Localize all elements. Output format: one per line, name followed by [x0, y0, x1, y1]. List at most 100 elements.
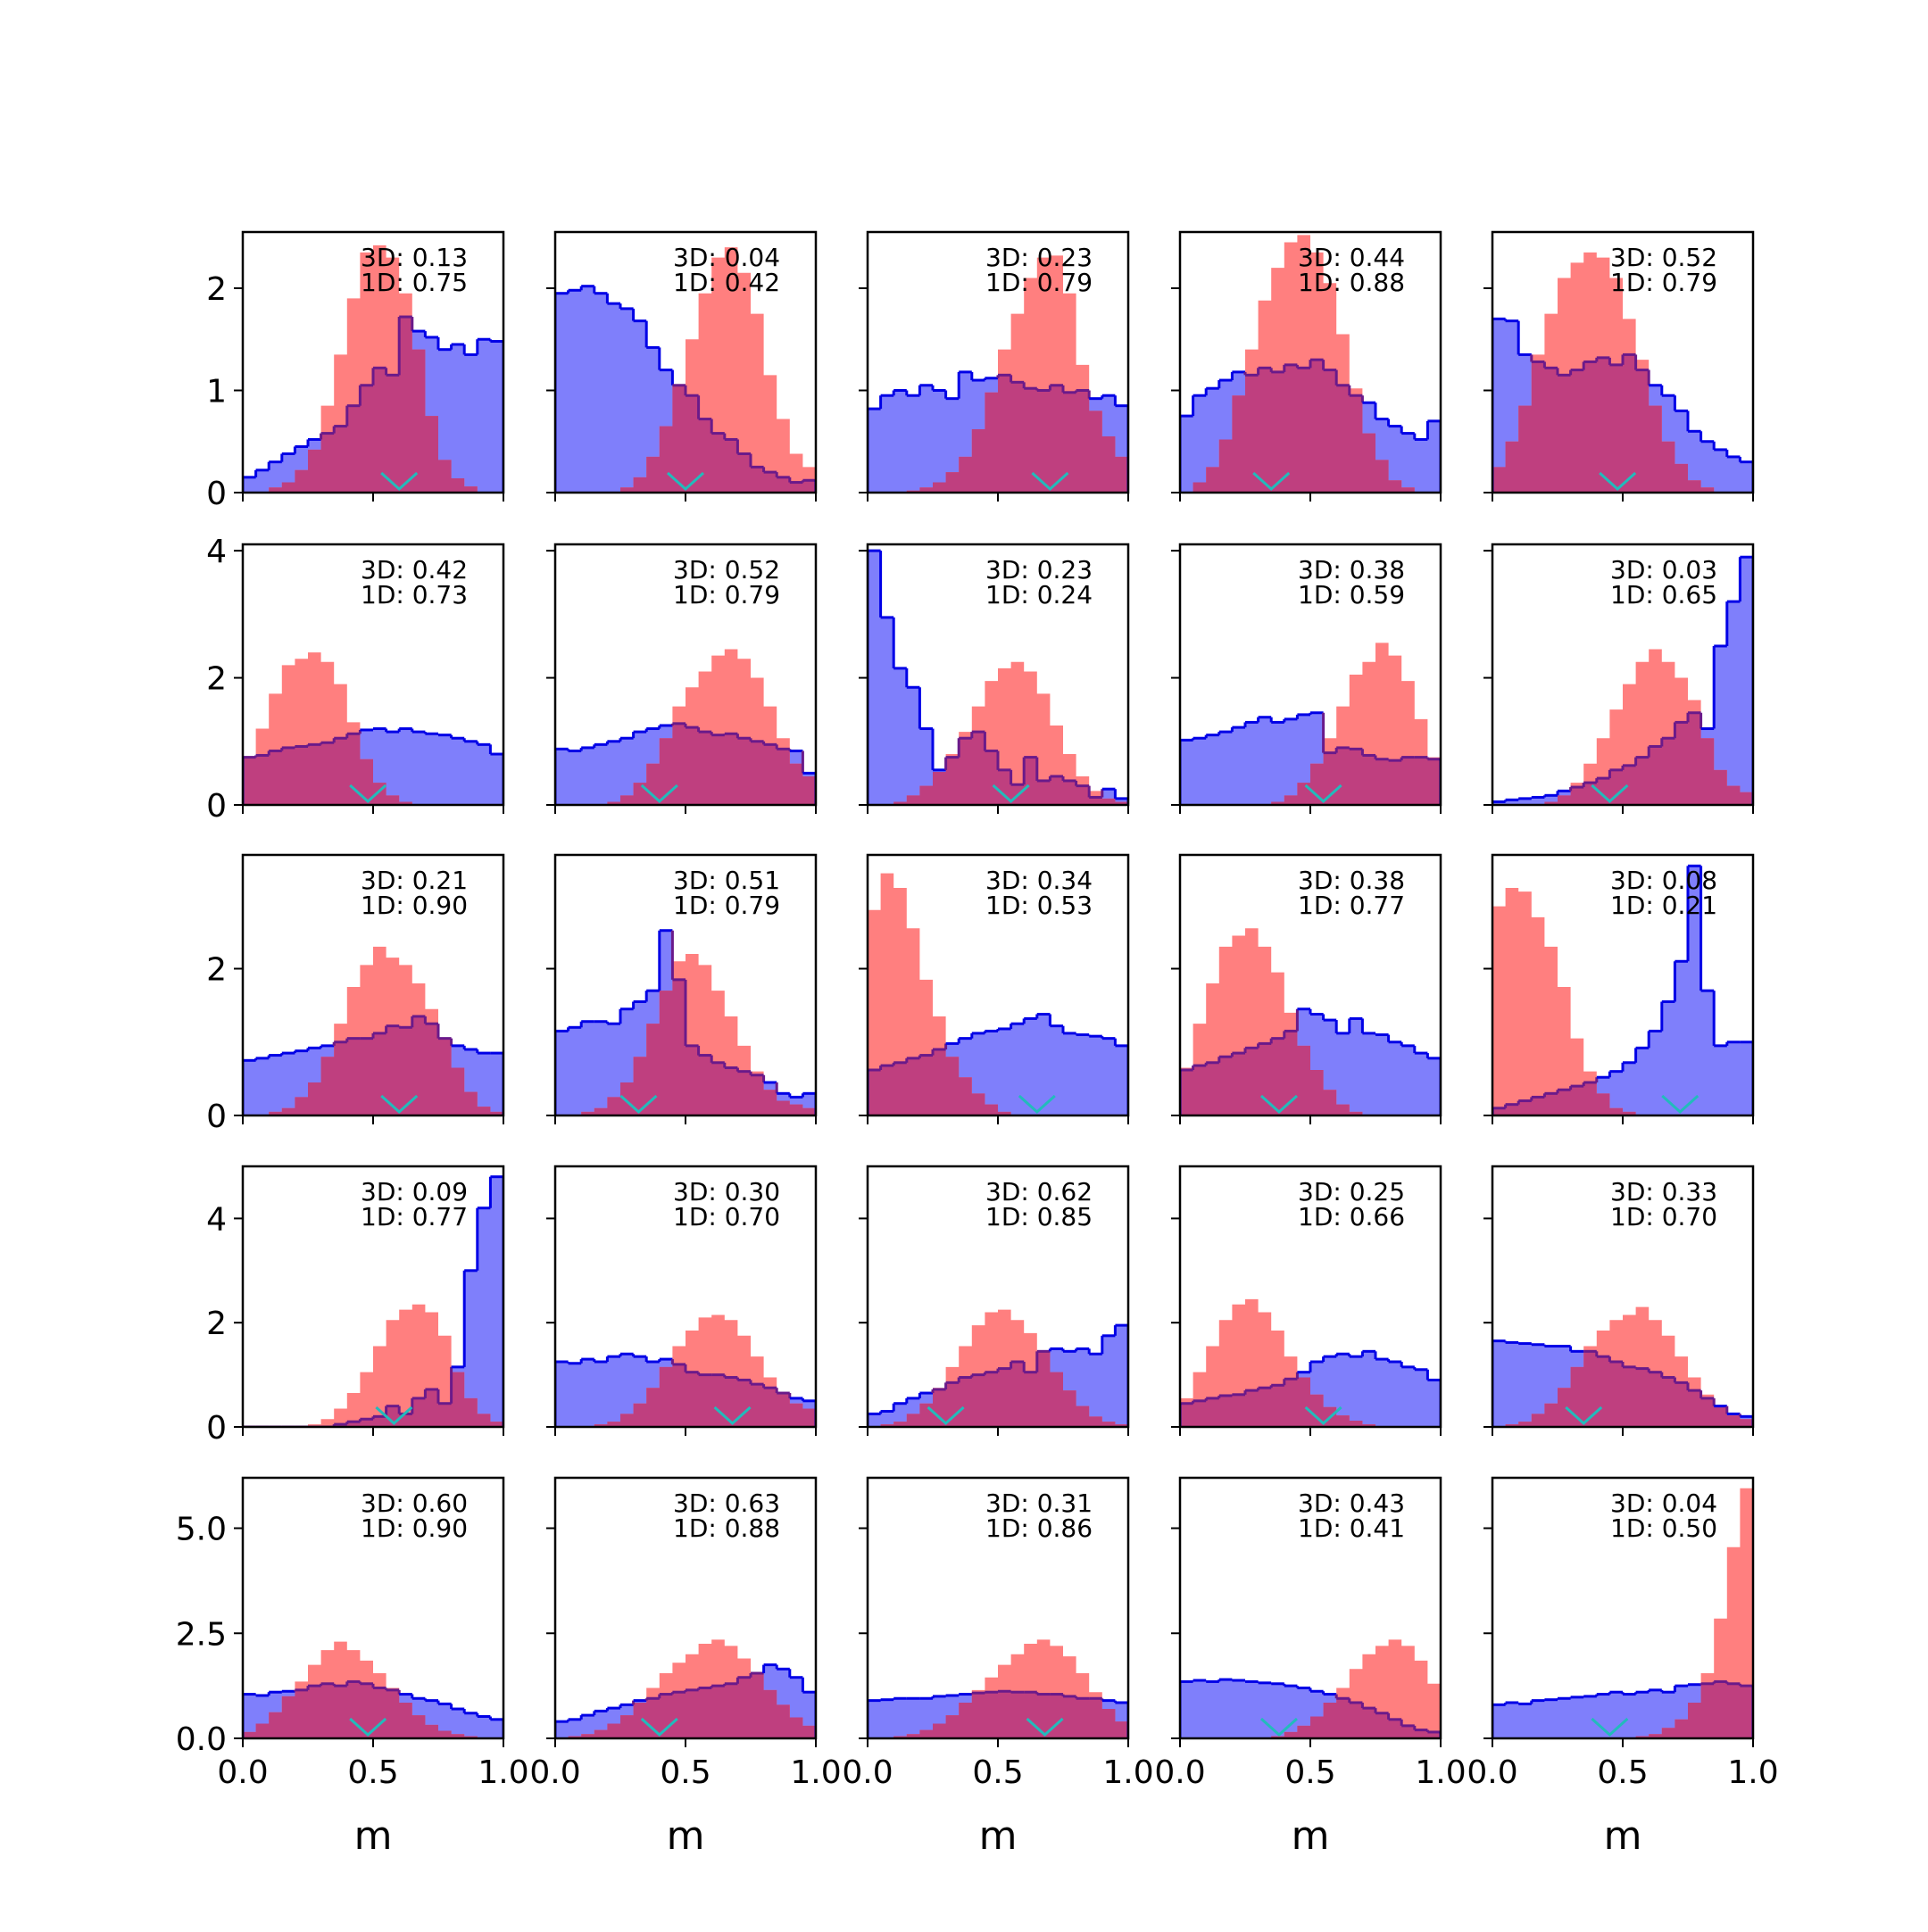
annotation-3d: 3D: 0.52: [673, 555, 780, 585]
annotation-1d: 1D: 0.85: [985, 1202, 1093, 1231]
overlap-histogram-fill: [243, 1016, 503, 1115]
x-tick-label: 0.5: [660, 1754, 711, 1791]
panel-data-layer: [868, 1309, 1128, 1427]
x-axis-label: m: [979, 1813, 1018, 1859]
annotation-1d: 1D: 0.79: [1610, 268, 1717, 297]
y-tick-label: 2: [206, 271, 227, 308]
x-tick-label: 0.5: [347, 1754, 398, 1791]
marker-chevron: [619, 1094, 658, 1115]
red-histogram-fill: [1492, 888, 1753, 1115]
annotation-1d: 1D: 0.41: [1298, 1513, 1405, 1543]
marker-chevron: [1026, 1717, 1064, 1737]
x-tick-label: 1.0: [1102, 1754, 1153, 1791]
x-tick-label: 0.0: [217, 1754, 268, 1791]
overlap-histogram-fill: [243, 1681, 503, 1738]
marker-chevron: [1661, 1094, 1699, 1115]
annotation-1d: 1D: 0.50: [1610, 1513, 1717, 1543]
annotation-1d: 1D: 0.42: [673, 268, 780, 297]
red-histogram-fill: [868, 661, 1128, 805]
annotation-1d: 1D: 0.59: [1298, 580, 1405, 609]
panel-data-layer: [1180, 643, 1441, 805]
panel-data-layer: [1180, 235, 1441, 493]
annotation-1d: 1D: 0.53: [985, 891, 1093, 920]
panel-data-layer: [243, 652, 503, 805]
overlap-histogram-fill: [868, 1691, 1128, 1738]
x-tick-label: 0.0: [842, 1754, 893, 1791]
panel-data-layer: [243, 245, 503, 493]
panel-data-layer: [1180, 1298, 1441, 1427]
x-tick-label: 0.5: [1284, 1754, 1335, 1791]
panel-data-layer: [1492, 864, 1753, 1115]
overlap-histogram-fill: [868, 375, 1128, 493]
x-tick-label: 1.0: [1415, 1754, 1466, 1791]
annotation-1d: 1D: 0.75: [361, 268, 468, 297]
annotation-3d: 3D: 0.34: [985, 866, 1093, 895]
annotation-1d: 1D: 0.24: [985, 580, 1093, 609]
annotation-1d: 1D: 0.65: [1610, 580, 1717, 609]
annotation-3d: 3D: 0.09: [361, 1177, 468, 1206]
overlap-histogram-fill: [1180, 360, 1441, 493]
overlap-histogram-fill: [1180, 1377, 1441, 1427]
annotation-1d: 1D: 0.79: [673, 891, 780, 920]
marker-chevron: [380, 1094, 419, 1115]
annotation-3d: 3D: 0.08: [1610, 866, 1717, 895]
y-tick-label: 0: [206, 788, 227, 825]
panel-data-layer: [1180, 1639, 1441, 1738]
x-axis-label: m: [1604, 1813, 1642, 1859]
marker-chevron: [375, 1405, 413, 1426]
panel-data-layer: [555, 1639, 816, 1738]
panel-data-layer: [555, 1314, 816, 1427]
annotation-1d: 1D: 0.21: [1610, 891, 1717, 920]
annotation-3d: 3D: 0.31: [985, 1488, 1093, 1518]
annotation-1d: 1D: 0.77: [361, 1202, 468, 1231]
overlap-histogram-fill: [868, 1049, 1128, 1115]
y-tick-label: 0.0: [176, 1721, 227, 1758]
marker-chevron: [1252, 471, 1291, 492]
y-tick-label: 4: [206, 534, 227, 570]
marker-chevron: [349, 1717, 387, 1737]
overlap-histogram-fill: [1492, 712, 1753, 805]
y-tick-label: 2: [206, 1306, 227, 1342]
x-axis-label: m: [1292, 1813, 1330, 1859]
overlap-histogram-fill: [243, 734, 503, 805]
annotation-1d: 1D: 0.77: [1298, 891, 1405, 920]
y-tick-label: 5.0: [176, 1512, 227, 1548]
y-tick-label: 0: [206, 1099, 227, 1135]
annotation-3d: 3D: 0.33: [1610, 1177, 1717, 1206]
marker-chevron: [1018, 1094, 1056, 1115]
annotation-3d: 3D: 0.62: [985, 1177, 1093, 1206]
marker-chevron: [380, 471, 419, 492]
red-histogram-fill: [555, 247, 816, 493]
annotation-3d: 3D: 0.23: [985, 243, 1093, 272]
annotation-1d: 1D: 0.70: [673, 1202, 780, 1231]
panel-data-layer: [868, 1639, 1128, 1738]
y-tick-label: 2: [206, 661, 227, 698]
annotation-1d: 1D: 0.79: [673, 580, 780, 609]
annotation-1d: 1D: 0.86: [985, 1513, 1093, 1543]
annotation-3d: 3D: 0.60: [361, 1488, 468, 1518]
annotation-3d: 3D: 0.44: [1298, 243, 1405, 272]
annotation-1d: 1D: 0.88: [1298, 268, 1405, 297]
y-tick-label: 2.5: [176, 1616, 227, 1653]
x-tick-label: 1.0: [478, 1754, 528, 1791]
marker-chevron: [927, 1405, 965, 1426]
